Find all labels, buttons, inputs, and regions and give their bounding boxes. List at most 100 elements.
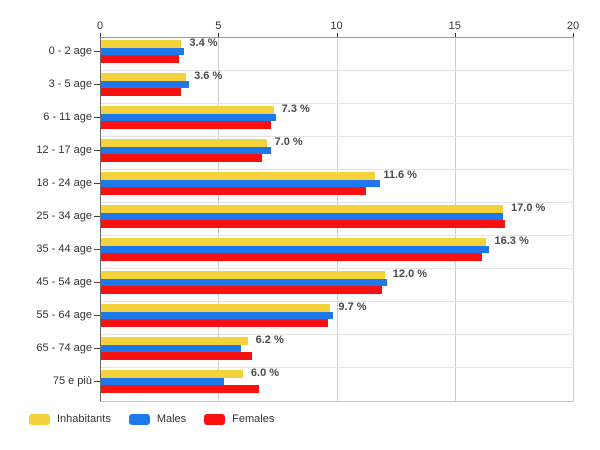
value-label: 6.2 % [255,334,284,346]
males-swatch-icon [128,414,150,425]
females-bar [101,55,180,63]
males-bar [101,113,276,121]
age-group-label: 6 - 11 age [43,110,92,123]
males-bar [101,278,388,286]
x-axis-tick-mark [218,33,220,37]
y-axis-tick-mark [94,380,100,382]
age-group-row: 7.3 % [101,104,574,137]
inhabitants-bar [101,106,274,114]
females-bar [101,286,383,294]
age-group-row: 3.6 % [101,71,574,104]
plot-area: 3.4 % 3.6 % 7.3 % 7.0 % 11.6 % 17.0 % 16.3 % 12… [100,37,574,402]
legend-label-males: Males [156,413,187,425]
females-bar [101,220,506,228]
males-bar [101,344,241,352]
x-axis-tick-mark [573,33,574,37]
age-group-row: 6.0 % [101,368,574,401]
males-bar [101,377,224,385]
legend-label-inhabitants: Inhabitants [57,413,111,425]
value-label: 11.6 % [383,169,417,181]
legend: Inhabitants Males Females [29,413,274,426]
value-label: 12.0 % [392,268,428,280]
females-bar [101,253,482,261]
y-axis-tick-mark [94,281,100,283]
age-group-row: 3.4 % [101,38,574,71]
age-group-label: 3 - 5 age [48,77,92,90]
inhabitants-bar [101,139,267,147]
legend-item-females: Females [204,413,274,426]
females-swatch-icon [204,414,226,425]
males-bar [101,47,184,55]
inhabitants-bar [101,370,243,378]
x-axis-tick-mark [454,33,456,37]
legend-item-inhabitants: Inhabitants [29,413,111,426]
x-axis-tick-label: 15 [448,20,461,32]
y-axis-tick-mark [94,248,100,250]
females-bar [101,154,262,162]
x-axis-tick-label: 5 [215,20,222,32]
x-axis-tick-label: 20 [566,20,580,32]
inhabitants-bar [101,304,331,312]
vertical-gridline [573,38,574,401]
x-axis-tick-label: 10 [330,20,343,32]
value-label: 7.3 % [281,103,310,115]
females-bar [101,187,366,195]
y-axis-tick-mark [94,50,100,52]
value-label: 6.0 % [250,367,280,379]
y-axis-tick-mark [94,182,100,184]
value-label: 17.0 % [511,202,546,214]
age-group-label: 55 - 64 age [36,308,92,321]
legend-item-males: Males [128,413,187,426]
age-group-label: 75 e più [52,374,92,387]
y-axis-tick-mark [94,149,100,151]
age-group-label: 35 - 44 age [36,242,92,255]
inhabitants-swatch-icon [29,414,50,425]
value-label: 16.3 % [494,235,529,247]
age-group-row: 6.2 % [101,335,574,368]
legend-label-females: Females [232,413,275,425]
y-axis-tick-mark [94,314,100,316]
males-bar [101,80,189,88]
males-bar [101,179,381,187]
value-label: 3.6 % [194,70,223,82]
inhabitants-bar [101,271,385,279]
males-bar [101,146,272,154]
y-axis-tick-mark [94,83,100,85]
age-group-label: 25 - 34 age [36,209,92,222]
age-group-row: 7.0 % [101,137,574,170]
y-axis-tick-mark [94,215,100,217]
males-bar [101,311,333,319]
age-group-label: 45 - 54 age [36,275,92,288]
inhabitants-bar [101,40,182,48]
age-group-row: 16.3 % [101,236,574,269]
males-bar [101,212,504,220]
x-axis-tick-mark [100,33,101,37]
females-bar [101,385,260,393]
age-group-label: 12 - 17 age [36,143,92,156]
females-bar [101,88,182,96]
age-group-label: 18 - 24 age [36,176,92,189]
males-bar [101,245,489,253]
inhabitants-bar [101,172,376,180]
inhabitants-bar [101,337,248,345]
inhabitants-bar [101,205,504,213]
y-axis-tick-mark [94,116,100,118]
x-axis-tick-label: 0 [96,20,104,32]
age-group-row: 12.0 % [101,269,574,302]
females-bar [101,121,272,129]
females-bar [101,352,253,360]
x-axis-tick-mark [336,33,338,37]
age-group-label: 0 - 2 age [48,44,92,57]
value-label: 9.7 % [338,301,367,313]
value-label: 7.0 % [274,136,303,148]
age-group-row: 9.7 % [101,302,574,335]
females-bar [101,319,329,327]
inhabitants-bar [101,238,487,246]
age-group-label: 65 - 74 age [36,341,92,354]
age-group-row: 17.0 % [101,203,574,236]
value-label: 3.4 % [189,37,218,49]
age-group-row: 11.6 % [101,170,574,203]
inhabitants-bar [101,73,187,81]
y-axis-tick-mark [94,347,100,349]
